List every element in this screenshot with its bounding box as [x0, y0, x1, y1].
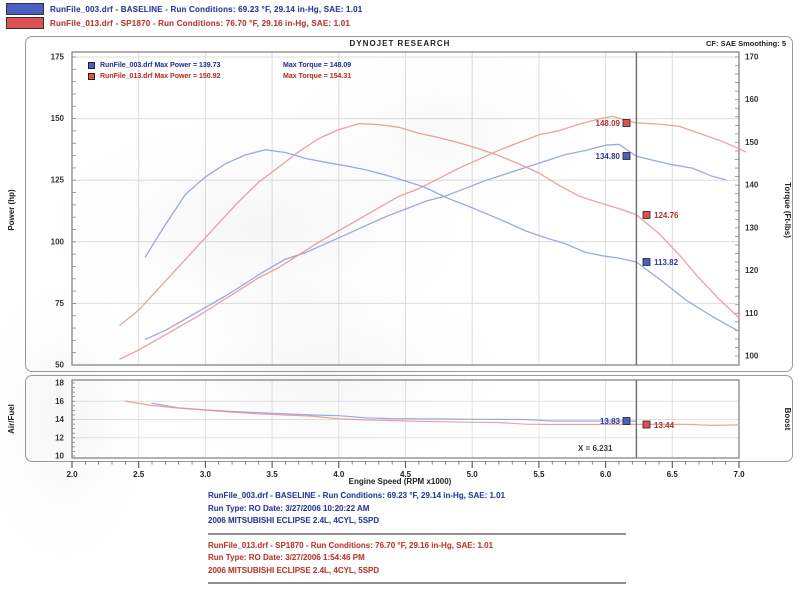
footer-divider — [208, 582, 626, 584]
legend-row-baseline: RunFile_003.drf Max Power = 139.73 Max T… — [88, 60, 351, 71]
power-axis-title: Power (hp) — [7, 189, 16, 231]
air-fuel-panel-box — [25, 375, 793, 462]
main-chart-box — [25, 36, 793, 372]
legend: RunFile_003.drf Max Power = 139.73 Max T… — [88, 60, 351, 82]
baseline-swatch-icon — [6, 3, 44, 15]
legend-row-modified: RunFile_013.drf Max Power = 150.92 Max T… — [88, 71, 351, 82]
correction-factor-label: CF: SAE Smoothing: 5 — [706, 39, 786, 48]
legend-baseline-power: RunFile_003.drf Max Power = 139.73 — [100, 62, 221, 69]
footer-divider — [208, 532, 626, 535]
run-header-baseline: RunFile_003.drf - BASELINE - Run Conditi… — [6, 3, 362, 15]
legend-baseline-torque: Max Torque = 148.09 — [283, 62, 352, 69]
legend-modified-power: RunFile_013.drf Max Power = 150.92 — [100, 73, 221, 80]
engine-speed-axis-title: Engine Speed (RPM x1000) — [348, 477, 452, 486]
footer-baseline-line2: Run Type: RO Date: 3/27/2006 10:20:22 AM — [208, 503, 370, 513]
footer-baseline-line1: RunFile_003.drf - BASELINE - Run Conditi… — [208, 491, 506, 500]
run-header-baseline-label: RunFile_003.drf - BASELINE - Run Conditi… — [50, 4, 363, 14]
footer-modified-line2: Run Type: RO Date: 3/27/2006 1:54:46 PM — [208, 553, 365, 562]
baseline-legend-swatch-icon — [88, 62, 95, 69]
footer-baseline-line3: 2006 MITSUBISHI ECLIPSE 2.4L, 4CYL, 5SPD — [208, 516, 380, 525]
run-header-modified: RunFile_013.drf - SP1870 - Run Condition… — [6, 17, 350, 29]
run-header-modified-label: RunFile_013.drf - SP1870 - Run Condition… — [50, 18, 351, 28]
footer-modified-line3: 2006 MITSUBISHI ECLIPSE 2.4L, 4CYL, 5SPD — [208, 565, 380, 575]
legend-modified-torque: Max Torque = 154.31 — [283, 73, 352, 80]
air-fuel-axis-title: Air/Fuel — [7, 404, 16, 434]
modified-swatch-icon — [6, 17, 44, 29]
modified-legend-swatch-icon — [88, 73, 95, 80]
footer-run-info: RunFile_003.drf - BASELINE - Run Conditi… — [208, 490, 626, 589]
footer-modified-line1: RunFile_013.drf - SP1870 - Run Condition… — [208, 540, 494, 550]
dynojet-brand-title: DYNOJET RESEARCH — [349, 39, 451, 48]
